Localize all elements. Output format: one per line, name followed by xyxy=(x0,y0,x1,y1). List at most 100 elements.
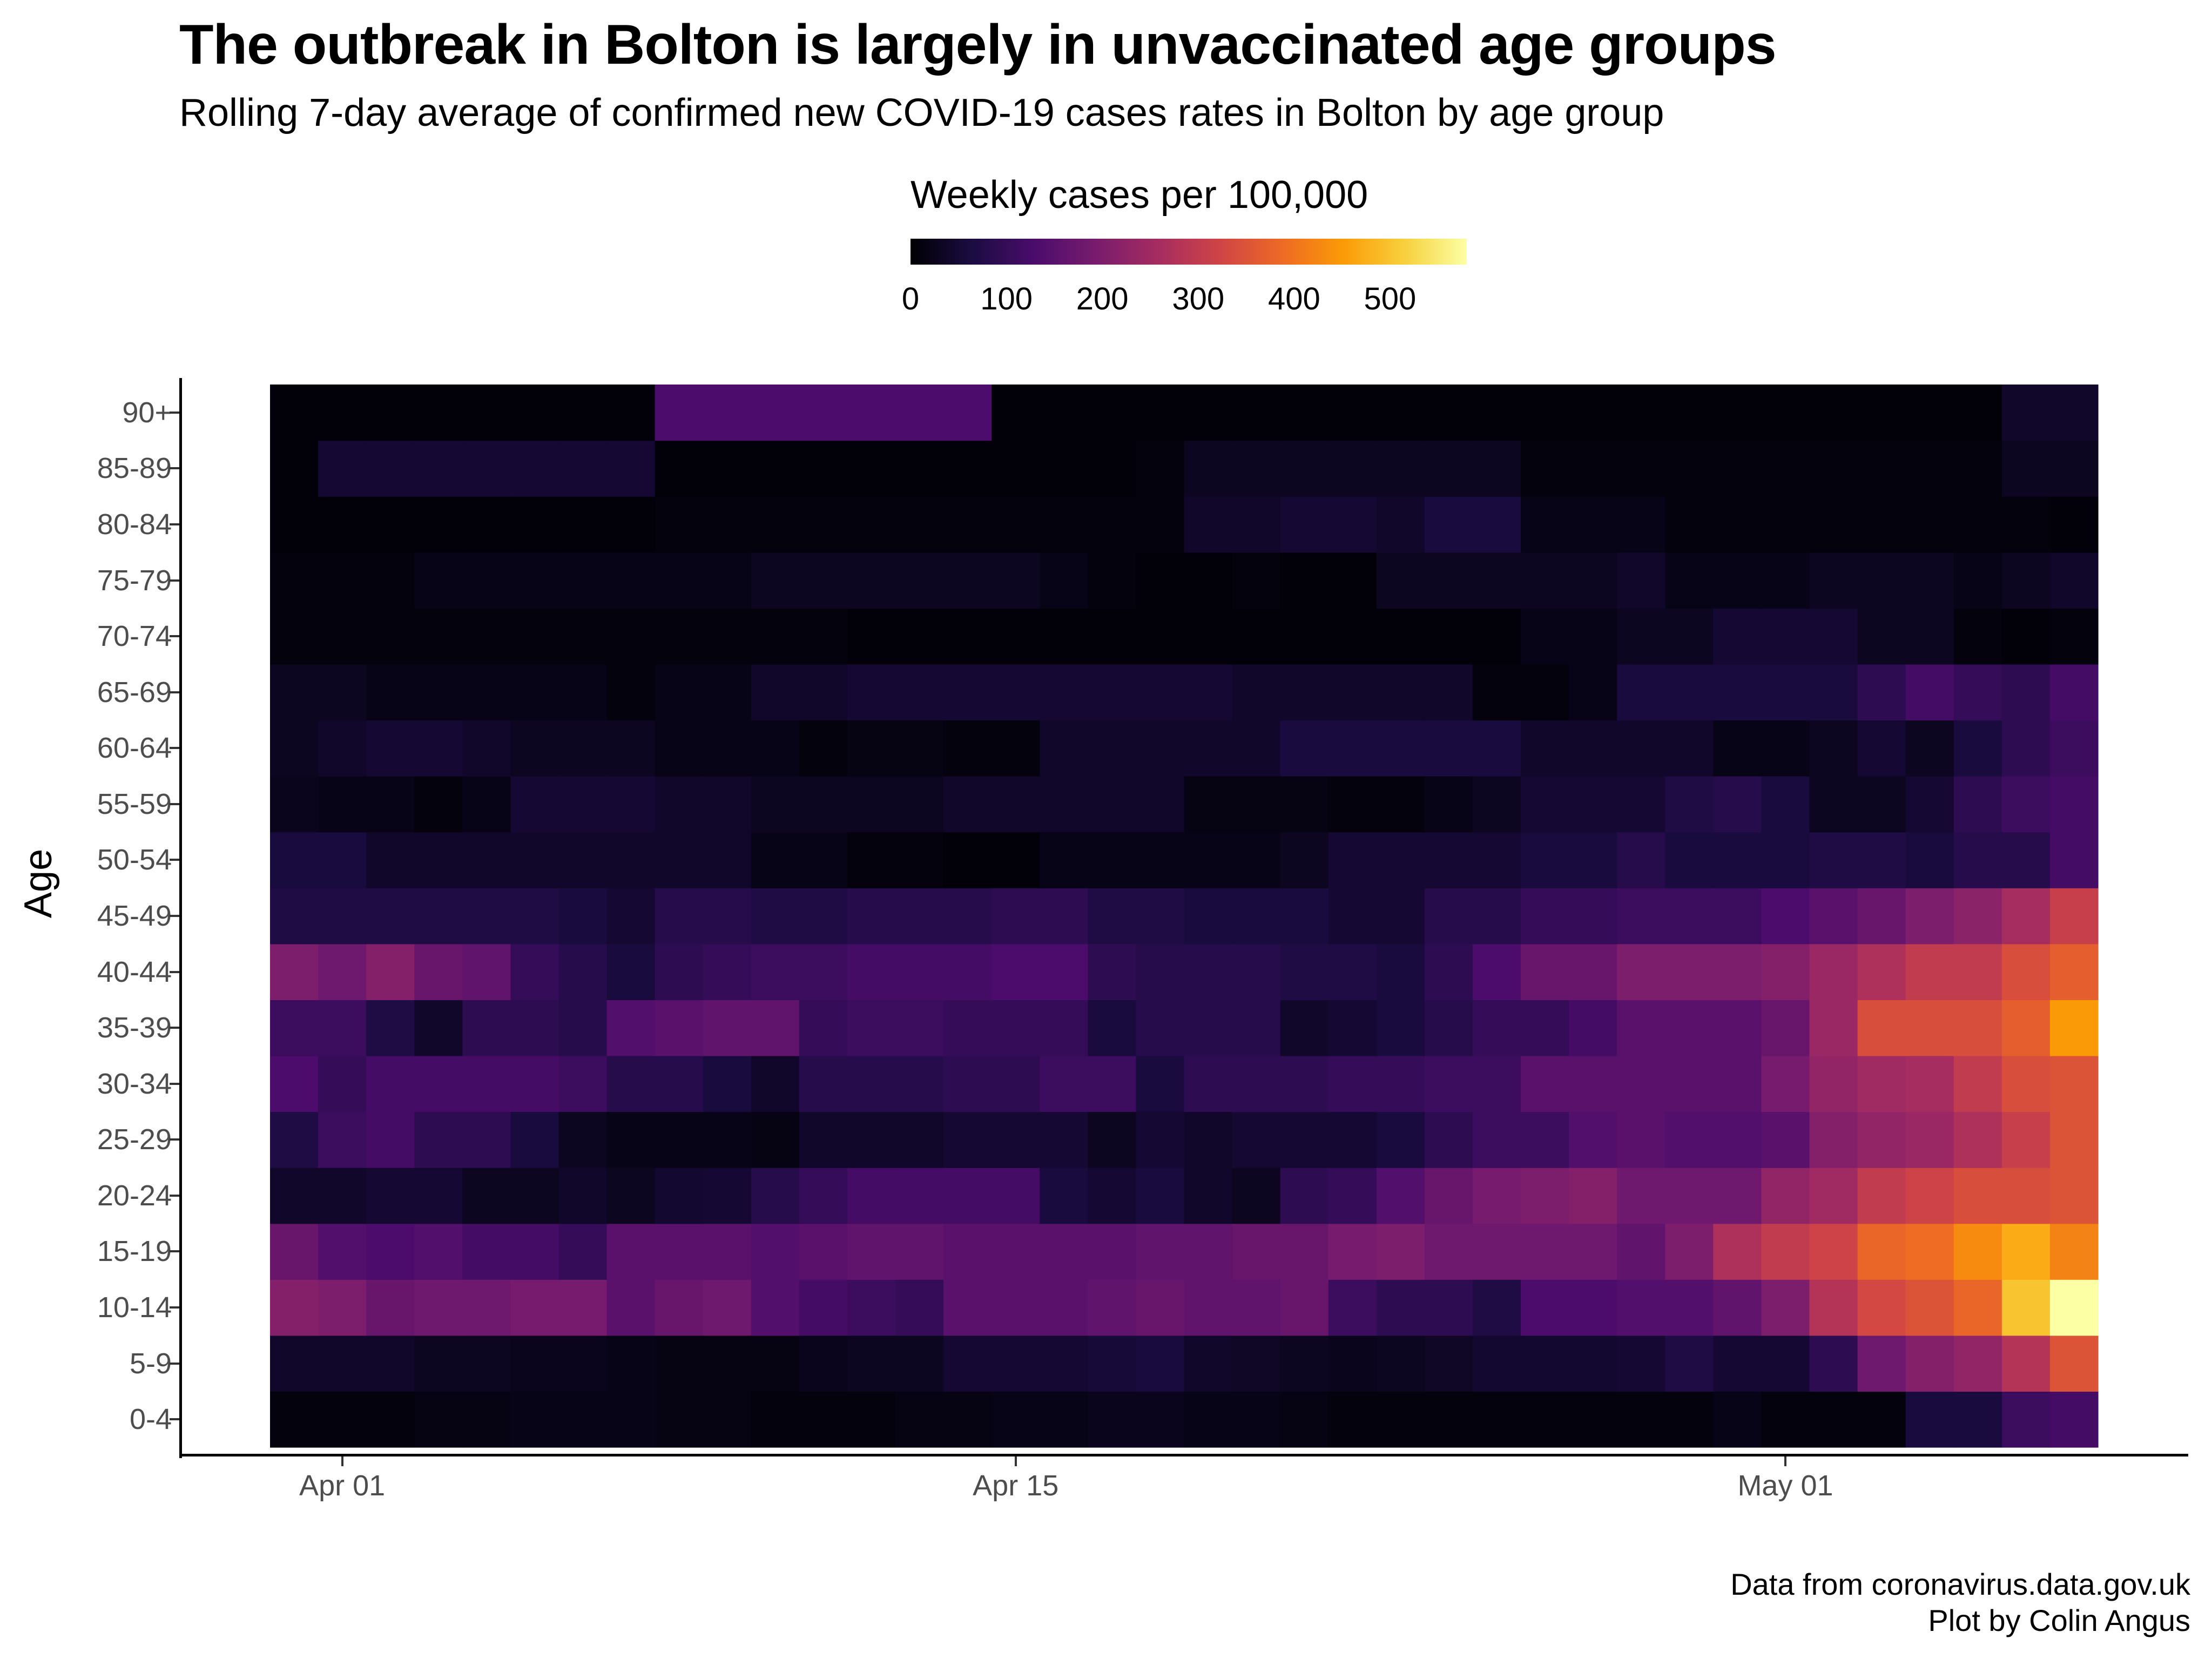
heatmap-cell xyxy=(1280,385,1329,441)
heatmap-cell xyxy=(1040,720,1088,777)
heatmap-cell xyxy=(2001,664,2051,721)
heatmap-cell xyxy=(1232,1168,1281,1224)
heatmap-cell xyxy=(1617,776,1665,833)
heatmap-cell xyxy=(606,1168,656,1224)
heatmap-cell xyxy=(1136,1335,1185,1392)
heatmap-cell xyxy=(1184,1055,1233,1112)
heatmap-cell xyxy=(1328,888,1377,945)
heatmap-cell xyxy=(510,1055,559,1112)
heatmap-cell xyxy=(1953,1111,2002,1168)
heatmap-cell xyxy=(318,496,367,553)
x-tick-mark xyxy=(341,1456,343,1466)
heatmap-cell xyxy=(703,1055,752,1112)
heatmap-cell xyxy=(1136,1055,1185,1112)
heatmap-cell xyxy=(1905,776,1954,833)
heatmap-cell xyxy=(1905,1279,1954,1336)
heatmap-cell xyxy=(1569,943,1617,1000)
heatmap-cell xyxy=(1617,1000,1665,1056)
heatmap-cell xyxy=(318,1111,367,1168)
heatmap-cell xyxy=(1953,496,2002,553)
heatmap-cell xyxy=(655,385,704,441)
heatmap-cell xyxy=(1232,608,1281,665)
heatmap-cell xyxy=(799,1335,848,1392)
heatmap-cell xyxy=(2049,1391,2099,1448)
heatmap-cell xyxy=(1713,1335,1762,1392)
heatmap-cell xyxy=(1136,943,1185,1000)
heatmap-cell xyxy=(895,1055,944,1112)
heatmap-cell xyxy=(1953,832,2002,888)
heatmap-cell xyxy=(318,552,367,609)
heatmap-cell xyxy=(1328,664,1377,721)
heatmap-cell xyxy=(1569,776,1617,833)
heatmap-cell xyxy=(1809,888,1858,945)
heatmap-cell xyxy=(992,1335,1040,1392)
heatmap-cell xyxy=(1953,1223,2002,1280)
heatmap-cell xyxy=(1328,1335,1377,1392)
heatmap-cell xyxy=(1184,1168,1233,1224)
heatmap-cell xyxy=(318,832,367,888)
heatmap-cell xyxy=(847,608,896,665)
heatmap-cell xyxy=(1569,1000,1617,1056)
heatmap-cell xyxy=(655,1335,704,1392)
heatmap-cell xyxy=(943,1223,992,1280)
heatmap-cell xyxy=(1424,720,1473,777)
heatmap-cell xyxy=(1232,1055,1281,1112)
heatmap-cell xyxy=(2001,1111,2051,1168)
heatmap-cell xyxy=(1184,1335,1233,1392)
heatmap-cell xyxy=(895,385,944,441)
heatmap-cell xyxy=(943,888,992,945)
heatmap-cell xyxy=(318,776,367,833)
heatmap-cell xyxy=(1328,776,1377,833)
heatmap-cell xyxy=(1232,720,1281,777)
heatmap-cell xyxy=(655,776,704,833)
heatmap-cell xyxy=(366,664,415,721)
heatmap-cell xyxy=(1569,1111,1617,1168)
heatmap-cell xyxy=(1953,552,2002,609)
heatmap-cell xyxy=(1713,608,1762,665)
heatmap-cell xyxy=(1665,1168,1714,1224)
heatmap-cell xyxy=(1905,1168,1954,1224)
y-tick-mark xyxy=(170,467,179,470)
heatmap-cell xyxy=(847,1168,896,1224)
heatmap-cell xyxy=(943,552,992,609)
heatmap-cell xyxy=(1953,720,2002,777)
heatmap-cell xyxy=(1328,1279,1377,1336)
heatmap-cell xyxy=(703,1168,752,1224)
heatmap-cell xyxy=(270,1223,319,1280)
heatmap-cell xyxy=(606,1391,656,1448)
heatmap-cell xyxy=(799,1000,848,1056)
heatmap-cell xyxy=(1905,1000,1954,1056)
heatmap-cell xyxy=(2001,832,2051,888)
heatmap-cell xyxy=(1472,943,1521,1000)
heatmap-cell xyxy=(703,385,752,441)
heatmap-cell xyxy=(1665,385,1714,441)
heatmap-cell xyxy=(1136,776,1185,833)
heatmap-cell xyxy=(703,664,752,721)
heatmap-cell xyxy=(318,440,367,497)
heatmap-cell xyxy=(1184,720,1233,777)
heatmap-cell xyxy=(2049,552,2099,609)
heatmap-cell xyxy=(2049,1279,2099,1336)
heatmap-cell xyxy=(270,385,319,441)
heatmap-cell xyxy=(414,552,463,609)
y-tick-label: 85-89 xyxy=(97,452,172,485)
heatmap-cell xyxy=(655,1055,704,1112)
heatmap-cell xyxy=(992,440,1040,497)
heatmap-cell xyxy=(1040,664,1088,721)
heatmap-cell xyxy=(655,496,704,553)
heatmap-cell xyxy=(943,1391,992,1448)
heatmap-cell xyxy=(1905,1111,1954,1168)
heatmap-cell xyxy=(1328,1055,1377,1112)
heatmap-cell xyxy=(799,440,848,497)
heatmap-cell xyxy=(1280,1111,1329,1168)
heatmap-cell xyxy=(1328,1168,1377,1224)
heatmap-cell xyxy=(751,1391,800,1448)
heatmap-cell xyxy=(366,776,415,833)
heatmap-cell xyxy=(992,608,1040,665)
heatmap-cell xyxy=(462,1391,511,1448)
heatmap-cell xyxy=(270,888,319,945)
heatmap-cell xyxy=(1040,832,1088,888)
heatmap-cell xyxy=(1184,1391,1233,1448)
heatmap-cell xyxy=(1521,608,1569,665)
heatmap-cell xyxy=(1809,776,1858,833)
